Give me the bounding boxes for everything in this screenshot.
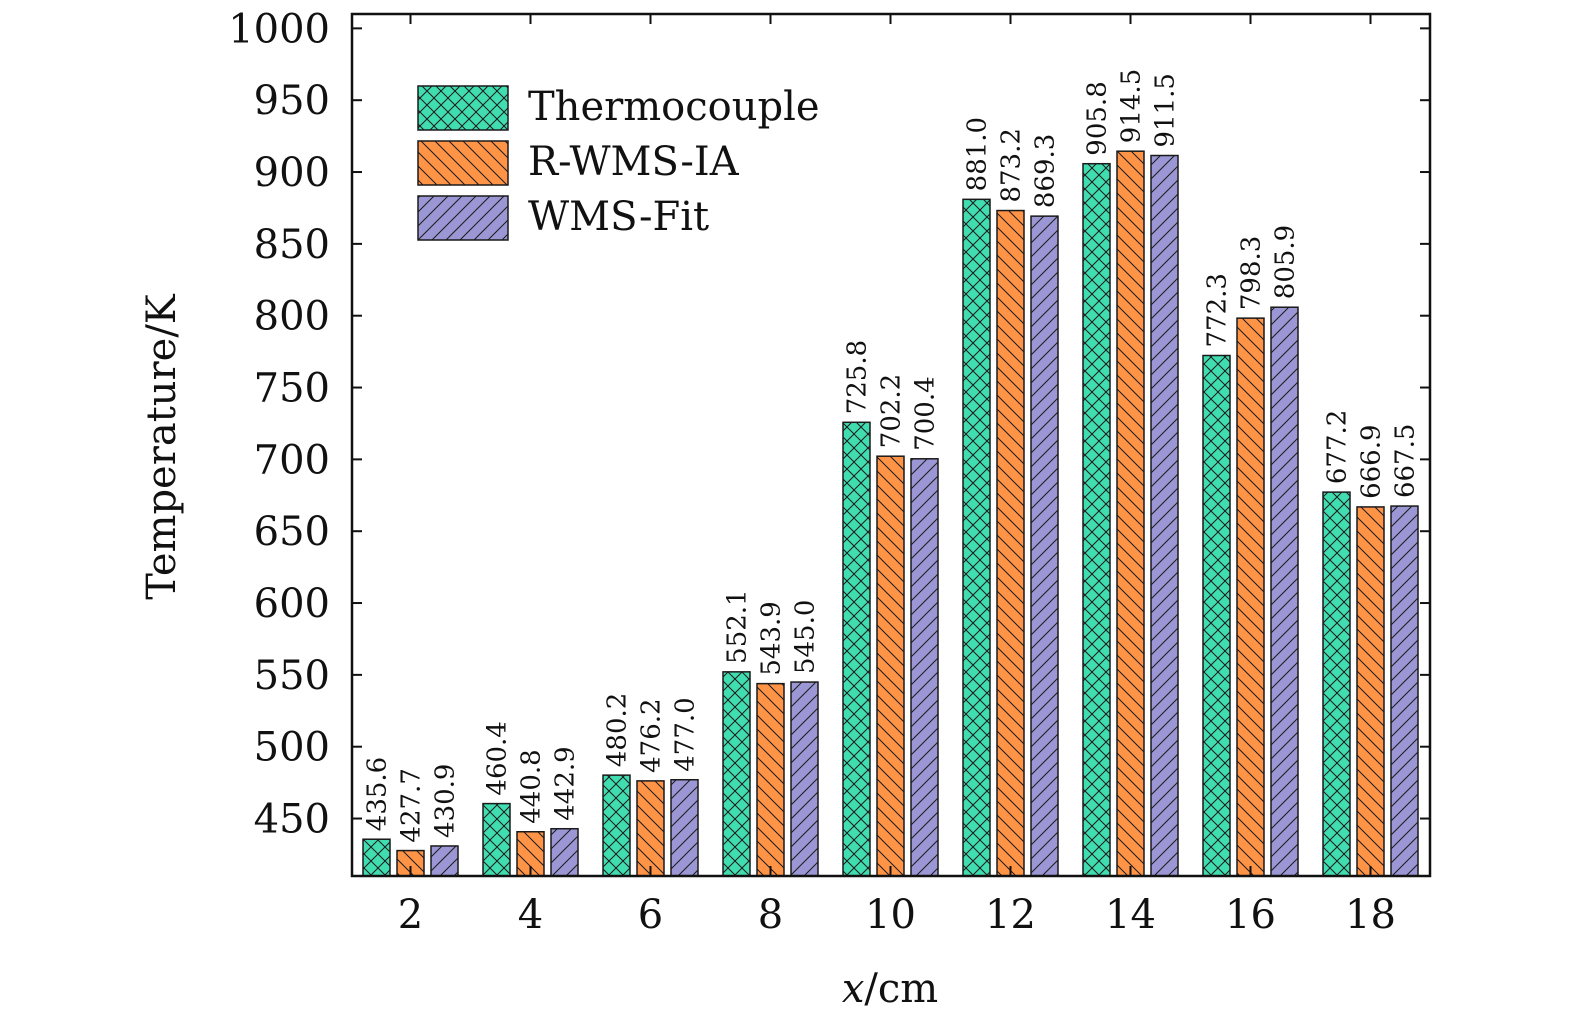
y-tick-label: 600 xyxy=(254,581,330,627)
bar-thermocouple xyxy=(1082,162,1111,877)
data-label: 873.2 xyxy=(997,128,1027,202)
bar-thermocouple xyxy=(1322,491,1351,877)
bar-wms-fit xyxy=(1390,505,1419,877)
y-axis: 450 500 550 600 650 700 750 800 850 900 950 1000 xyxy=(228,6,1430,843)
data-label: 881.0 xyxy=(963,117,993,191)
data-label: 677.2 xyxy=(1323,410,1353,484)
bar-thermocouple xyxy=(722,671,751,877)
y-tick-label: 650 xyxy=(254,509,330,555)
bar-r-wms-ia xyxy=(756,682,785,877)
x-tick-label: 10 xyxy=(865,892,916,938)
legend-swatch xyxy=(417,85,509,131)
bar-r-wms-ia xyxy=(1356,506,1385,877)
x-axis-variable: x xyxy=(842,966,865,1012)
y-tick-label: 550 xyxy=(254,653,330,699)
data-label: 440.8 xyxy=(517,749,547,823)
x-tick-label: 4 xyxy=(518,892,543,938)
bar-r-wms-ia xyxy=(636,780,665,877)
x-tick-label: 8 xyxy=(758,892,783,938)
data-label: 869.3 xyxy=(1031,134,1061,208)
y-tick-label: 900 xyxy=(254,150,330,196)
bar-wms-fit xyxy=(670,778,699,877)
data-label: 427.7 xyxy=(397,768,427,842)
bar-thermocouple xyxy=(482,802,511,877)
y-tick-label: 450 xyxy=(254,797,330,843)
data-label: 545.0 xyxy=(791,600,821,674)
data-label: 805.9 xyxy=(1271,225,1301,299)
bars-group xyxy=(362,150,1419,877)
bar-thermocouple xyxy=(362,838,391,877)
y-tick-label: 750 xyxy=(254,366,330,412)
bar-wms-fit xyxy=(550,827,579,877)
data-label: 700.4 xyxy=(911,376,941,450)
data-label: 480.2 xyxy=(603,693,633,767)
data-label: 430.9 xyxy=(431,764,461,838)
y-tick-label: 1000 xyxy=(228,6,330,52)
legend-label: WMS-Fit xyxy=(528,194,709,240)
x-tick-label: 14 xyxy=(1105,892,1156,938)
bar-wms-fit xyxy=(1030,215,1059,877)
data-label: 435.6 xyxy=(363,757,393,831)
legend-swatch xyxy=(417,195,509,241)
data-label: 552.1 xyxy=(723,589,753,663)
x-tick-label: 2 xyxy=(398,892,423,938)
x-axis: 2 4 6 8 10 12 14 16 18 xyxy=(398,14,1396,938)
x-tick-label: 18 xyxy=(1345,892,1396,938)
bar-wms-fit xyxy=(1270,306,1299,877)
bar-r-wms-ia xyxy=(1116,150,1145,877)
data-label: 477.0 xyxy=(671,697,701,771)
bar-thermocouple xyxy=(1202,354,1231,877)
legend: Thermocouple R-WMS-IA WMS-Fit xyxy=(417,84,820,241)
data-label: 702.2 xyxy=(877,374,907,448)
data-label: 911.5 xyxy=(1151,73,1181,147)
data-label: 460.4 xyxy=(483,721,513,795)
bar-thermocouple xyxy=(842,421,871,877)
bar-wms-fit xyxy=(430,845,459,877)
data-labels-group: 435.6 427.7 430.9 460.4 440.8 442.9 480.2 476.2… xyxy=(363,69,1421,843)
legend-label: R-WMS-IA xyxy=(528,139,740,185)
y-tick-label: 950 xyxy=(254,78,330,124)
data-label: 666.9 xyxy=(1357,424,1387,498)
bar-wms-fit xyxy=(1150,154,1179,877)
data-label: 667.5 xyxy=(1391,424,1421,498)
y-tick-label: 500 xyxy=(254,725,330,771)
y-axis-title: Temperature/K xyxy=(139,293,185,600)
x-tick-label: 16 xyxy=(1225,892,1276,938)
bar-wms-fit xyxy=(910,458,939,877)
data-label: 476.2 xyxy=(637,698,667,772)
bar-thermocouple xyxy=(602,774,631,877)
y-tick-label: 850 xyxy=(254,222,330,268)
x-tick-label: 12 xyxy=(985,892,1036,938)
bar-r-wms-ia xyxy=(996,209,1025,877)
bar-r-wms-ia xyxy=(876,455,905,877)
data-label: 543.9 xyxy=(757,601,787,675)
y-tick-label: 700 xyxy=(254,437,330,483)
data-label: 725.8 xyxy=(843,340,873,414)
data-label: 798.3 xyxy=(1237,236,1267,310)
data-label: 914.5 xyxy=(1117,69,1147,143)
bar-r-wms-ia xyxy=(1236,317,1265,877)
x-axis-unit: /cm xyxy=(864,966,938,1012)
bar-thermocouple xyxy=(962,198,991,877)
legend-swatch xyxy=(417,140,509,186)
x-axis-title: x/cm xyxy=(842,966,938,1012)
data-label: 905.8 xyxy=(1083,81,1113,155)
y-tick-label: 800 xyxy=(254,294,330,340)
data-label: 442.9 xyxy=(551,746,581,820)
bar-wms-fit xyxy=(790,681,819,877)
data-label: 772.3 xyxy=(1203,273,1233,347)
x-tick-label: 6 xyxy=(638,892,663,938)
legend-label: Thermocouple xyxy=(528,84,820,130)
